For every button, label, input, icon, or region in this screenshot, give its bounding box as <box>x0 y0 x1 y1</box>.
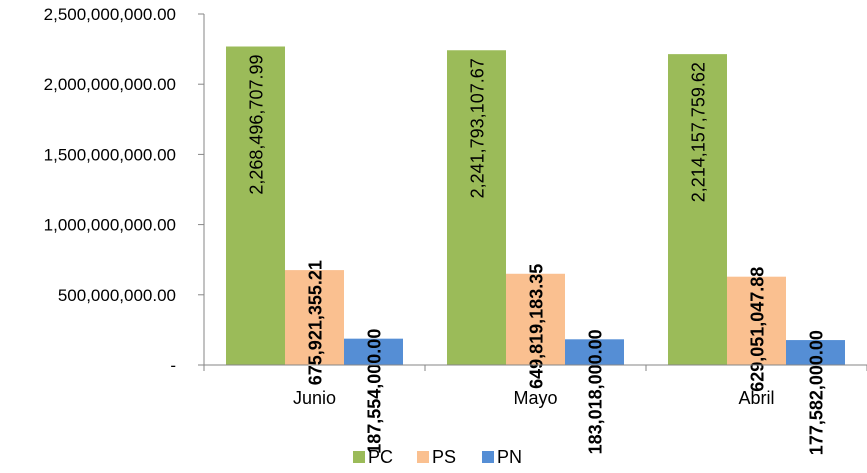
x-axis: Junio Mayo Abril <box>203 364 867 408</box>
y-tick-label: 1,000,000,000.00 <box>44 216 176 235</box>
bar-pc <box>447 50 506 365</box>
data-label-pc: 2,214,157,759.62 <box>689 62 709 202</box>
data-label-pn: 187,554,000.00 <box>365 329 385 454</box>
legend-swatch-pc <box>353 451 365 463</box>
y-tick-label: 500,000,000.00 <box>58 286 176 305</box>
y-tick-label: 2,000,000,000.00 <box>44 75 176 94</box>
x-tick-label: Junio <box>293 388 336 408</box>
legend: PC PS PN <box>353 447 522 467</box>
data-label-ps: 629,051,047.88 <box>748 267 768 392</box>
data-label-pc: 2,241,793,107.67 <box>468 58 488 198</box>
x-tick-label: Abril <box>738 388 774 408</box>
legend-swatch-ps <box>417 451 429 463</box>
bar-pn <box>344 338 403 365</box>
bar-pc <box>226 46 285 366</box>
bar-pn <box>786 340 845 365</box>
x-tick-label: Mayo <box>513 388 557 408</box>
data-label-pn: 177,582,000.00 <box>807 330 827 455</box>
y-tick-label: 2,500,000,000.00 <box>44 5 176 24</box>
bar-pc <box>668 54 727 365</box>
legend-label-pc: PC <box>368 447 393 467</box>
bar-ps <box>285 270 344 365</box>
data-labels: 2,268,496,707.99 675,921,355.21 187,554,00… <box>247 55 827 456</box>
data-label-pn: 183,018,000.00 <box>586 329 606 454</box>
bar-ps <box>727 276 786 365</box>
data-label-ps: 649,819,183.35 <box>527 264 547 389</box>
legend-label-ps: PS <box>432 447 456 467</box>
y-tick-label: 1,500,000,000.00 <box>44 145 176 164</box>
legend-label-pn: PN <box>497 447 522 467</box>
data-label-ps: 675,921,355.21 <box>306 260 326 385</box>
bars <box>226 46 845 366</box>
y-tick-label: - <box>170 356 176 375</box>
bar-pn <box>565 339 624 365</box>
legend-swatch-pn <box>482 451 494 463</box>
bar-ps <box>506 273 565 365</box>
data-label-pc: 2,268,496,707.99 <box>247 55 267 195</box>
y-axis: - 500,000,000.00 1,000,000,000.00 1,500,000… <box>44 5 205 375</box>
